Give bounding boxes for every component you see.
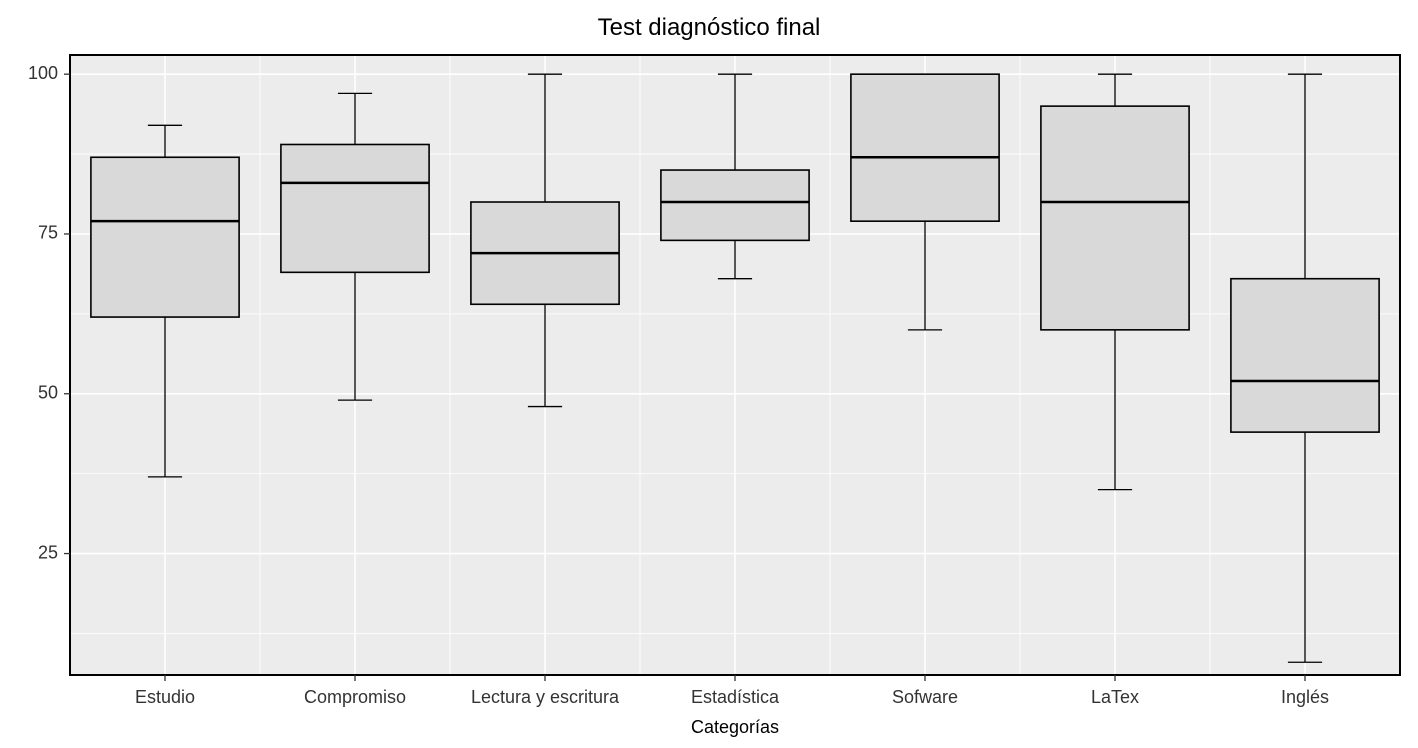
box-rect xyxy=(281,144,429,272)
ytick-label: 75 xyxy=(38,223,58,243)
xtick-label: Compromiso xyxy=(304,687,406,707)
box-rect xyxy=(661,170,809,240)
box-rect xyxy=(91,157,239,317)
boxplot-chart: Test diagnóstico final 255075100EstudioC… xyxy=(0,0,1418,748)
chart-svg: 25 50 75 100 Estudio Compromiso Lectura y escr… xyxy=(0,0,1418,748)
xtick-label: Inglés xyxy=(1281,687,1329,707)
xtick-label: Lectura y escritura xyxy=(471,687,620,707)
box-rect xyxy=(1231,279,1379,432)
xtick-label: Estudio xyxy=(135,687,195,707)
box-rect xyxy=(1041,106,1189,330)
ytick-label: 25 xyxy=(38,542,58,562)
ytick-label: 100 xyxy=(28,63,58,83)
xtick-label: LaTex xyxy=(1091,687,1139,707)
xtick-label: Estadística xyxy=(691,687,780,707)
xtick-label: Sofware xyxy=(892,687,958,707)
ytick-label: 50 xyxy=(38,383,58,403)
box-rect xyxy=(851,74,999,221)
x-axis-title: Categorías xyxy=(691,717,779,737)
